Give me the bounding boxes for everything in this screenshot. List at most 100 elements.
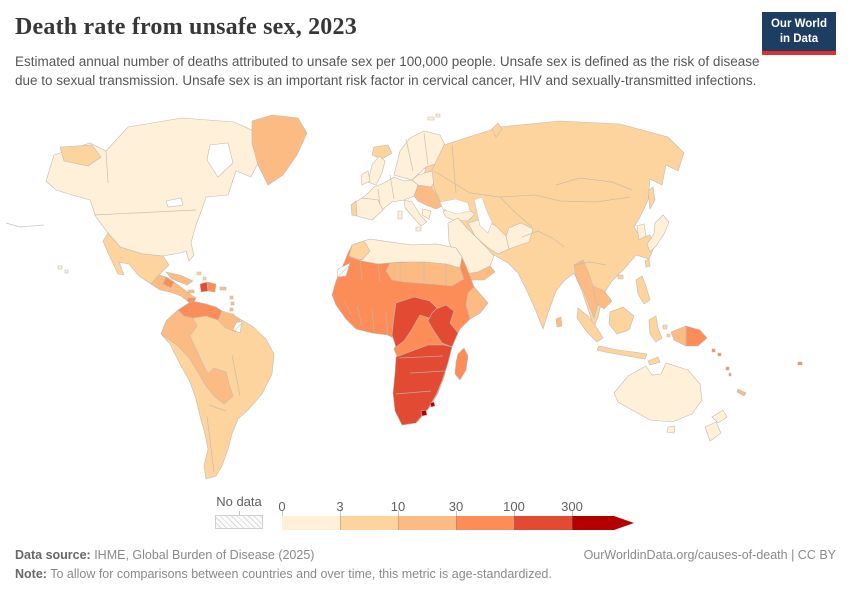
legend-tick-mark bbox=[572, 511, 573, 516]
region-new-zealand[interactable] bbox=[704, 409, 728, 442]
region-haiti[interactable] bbox=[199, 281, 209, 293]
choropleth-svg bbox=[5, 113, 803, 480]
region-dominican-republic[interactable] bbox=[206, 281, 217, 293]
chart-subtitle: Estimated annual number of deaths attrib… bbox=[15, 54, 760, 89]
region-australia[interactable] bbox=[613, 362, 703, 423]
legend-no-data[interactable]: No data bbox=[215, 494, 263, 529]
region-philippines[interactable] bbox=[635, 275, 651, 305]
region-portugal[interactable] bbox=[350, 200, 358, 217]
region-fiji[interactable] bbox=[797, 361, 803, 366]
legend-tick-mark bbox=[282, 511, 283, 516]
region-central-africa[interactable] bbox=[391, 296, 439, 348]
region-jamaica[interactable] bbox=[187, 289, 195, 294]
region-papua-new-guinea[interactable] bbox=[685, 325, 708, 347]
legend-tick-label: 10 bbox=[390, 499, 406, 514]
region-svalbard[interactable] bbox=[427, 113, 441, 121]
no-data-tick bbox=[238, 511, 240, 515]
region-greenland[interactable] bbox=[251, 114, 308, 186]
legend-tick-mark bbox=[456, 511, 457, 516]
source-label: Data source: bbox=[15, 548, 91, 562]
legend-segment[interactable] bbox=[340, 516, 398, 530]
region-central-america[interactable] bbox=[150, 274, 197, 304]
region-afghanistan[interactable] bbox=[505, 222, 534, 250]
region-sardinia[interactable] bbox=[397, 210, 403, 220]
legend-segment[interactable] bbox=[282, 516, 340, 530]
region-vanuatu[interactable] bbox=[725, 366, 732, 377]
region-taiwan[interactable] bbox=[644, 258, 651, 268]
region-sri-lanka[interactable] bbox=[555, 316, 563, 328]
legend-segment[interactable] bbox=[514, 516, 572, 530]
legend-tick-label: 100 bbox=[503, 499, 525, 514]
world-map bbox=[0, 105, 850, 495]
region-madagascar[interactable] bbox=[454, 347, 469, 381]
legend-tick-mark bbox=[398, 511, 399, 516]
region-southern-africa[interactable] bbox=[392, 344, 453, 426]
region-lesotho[interactable] bbox=[420, 409, 428, 417]
region-morocco[interactable] bbox=[348, 240, 371, 261]
map-legend: No data 0 3 10 30 100 300 bbox=[0, 494, 850, 536]
legend-tick-label: 300 bbox=[561, 499, 583, 514]
region-french-guiana[interactable] bbox=[232, 320, 243, 334]
legend-tick-label: 30 bbox=[448, 499, 464, 514]
no-data-label: No data bbox=[216, 494, 262, 509]
region-italy[interactable] bbox=[403, 199, 428, 227]
region-united-kingdom[interactable] bbox=[367, 155, 386, 186]
region-greece[interactable] bbox=[421, 208, 432, 220]
legend-tick-label: 3 bbox=[336, 499, 344, 514]
region-cambodia[interactable] bbox=[592, 285, 613, 310]
region-novaya-zemlya[interactable] bbox=[491, 122, 503, 138]
region-sicily[interactable] bbox=[415, 226, 422, 232]
region-sumatra[interactable] bbox=[576, 307, 604, 343]
source-text: IHME, Global Burden of Disease (2025) bbox=[90, 548, 315, 562]
legend-tick-mark bbox=[514, 511, 515, 516]
region-ireland[interactable] bbox=[360, 170, 371, 186]
region-western-sahara[interactable] bbox=[336, 262, 351, 278]
legend-tick-mark bbox=[340, 511, 341, 516]
region-new-caledonia[interactable] bbox=[736, 388, 747, 397]
region-myanmar-thailand[interactable] bbox=[573, 259, 600, 319]
legend-color-bar[interactable] bbox=[282, 516, 634, 530]
note-label: Note: bbox=[15, 566, 47, 581]
owid-logo[interactable]: Our World in Data bbox=[761, 12, 836, 55]
region-chukotka[interactable] bbox=[59, 144, 102, 167]
legend-segment[interactable] bbox=[398, 516, 456, 530]
chart-footer: OurWorldinData.org/causes-of-death | CC … bbox=[15, 546, 836, 584]
owid-logo-line1: Our World bbox=[770, 18, 827, 30]
region-solomon-islands[interactable] bbox=[711, 348, 722, 357]
legend-segment-max[interactable] bbox=[572, 516, 614, 530]
region-moluccas[interactable] bbox=[662, 324, 671, 338]
legend-segment[interactable] bbox=[456, 516, 514, 530]
region-java[interactable] bbox=[596, 345, 648, 360]
region-tasmania[interactable] bbox=[666, 425, 676, 434]
region-canada-usa[interactable] bbox=[45, 117, 264, 262]
region-somalia[interactable] bbox=[465, 286, 489, 320]
region-hawaii[interactable] bbox=[57, 265, 69, 274]
region-honduras[interactable] bbox=[162, 276, 175, 289]
legend-arrow-tip bbox=[614, 516, 634, 530]
page-title: Death rate from unsafe sex, 2023 bbox=[15, 14, 357, 40]
region-japan[interactable] bbox=[646, 214, 670, 253]
region-puerto-rico[interactable] bbox=[219, 286, 227, 291]
black-sea bbox=[439, 198, 471, 215]
no-data-swatch[interactable] bbox=[215, 515, 263, 529]
footer-link[interactable]: OurWorldinData.org/causes-of-death | CC … bbox=[583, 548, 836, 562]
caspian-sea bbox=[473, 196, 493, 234]
region-eswatini[interactable] bbox=[429, 401, 436, 408]
region-timor[interactable] bbox=[647, 356, 661, 366]
region-borneo[interactable] bbox=[608, 306, 635, 335]
region-korea[interactable] bbox=[636, 223, 647, 241]
region-iceland[interactable] bbox=[371, 144, 393, 160]
region-cuba[interactable] bbox=[165, 271, 194, 286]
region-new-guinea-west[interactable] bbox=[670, 325, 687, 347]
region-mexico[interactable] bbox=[102, 232, 170, 285]
region-sulawesi[interactable] bbox=[648, 315, 663, 343]
owid-logo-line2: in Data bbox=[779, 32, 819, 45]
region-bahamas[interactable] bbox=[196, 271, 207, 281]
region-hainan[interactable] bbox=[617, 274, 624, 280]
region-sakhalin[interactable] bbox=[647, 186, 656, 210]
region-sahel-sudan[interactable] bbox=[385, 261, 465, 287]
country-borders bbox=[5, 132, 687, 473]
legend-tick-label: 0 bbox=[278, 499, 286, 514]
note-text: To allow for comparisons between countri… bbox=[46, 566, 552, 581]
